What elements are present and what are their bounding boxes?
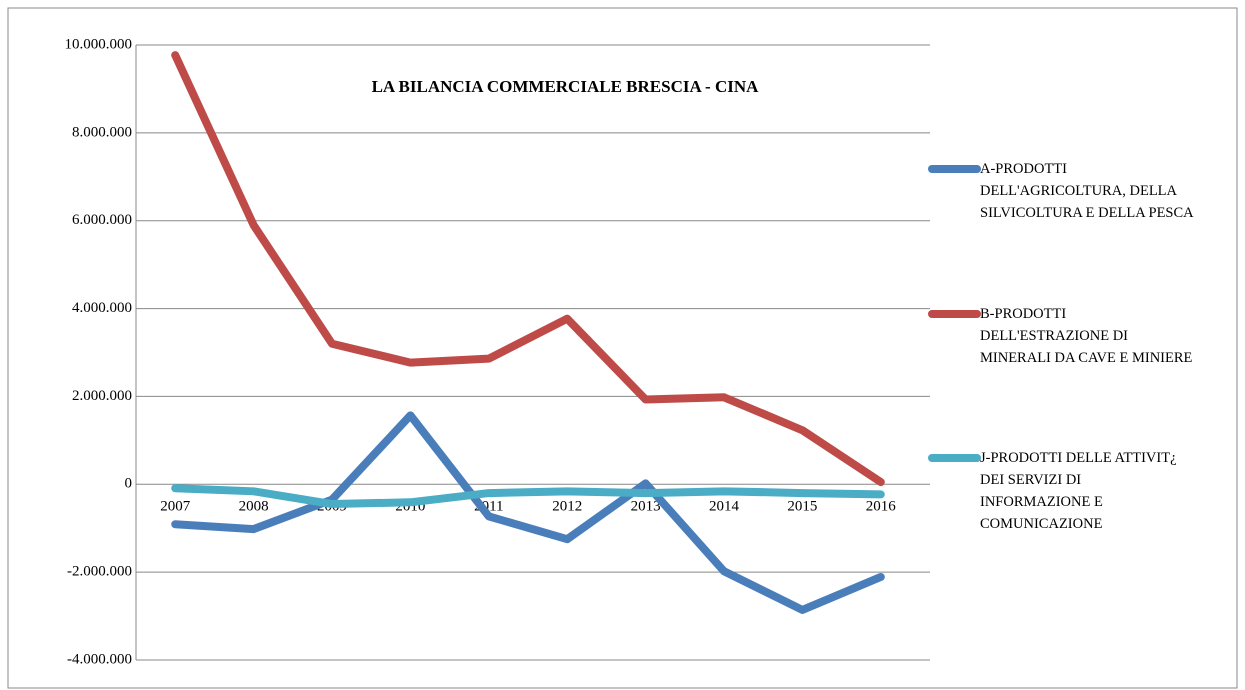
x-tick-label: 2014 [709,499,740,515]
y-tick-label: -4.000.000 [67,651,132,667]
legend-label: J-PRODOTTI DELLE ATTIVIT¿ DEI SERVIZI DI… [980,450,1177,532]
y-tick-label: 4.000.000 [72,300,132,316]
x-tick-label: 2007 [160,499,191,515]
x-tick-label: 2015 [787,499,817,515]
x-tick-label: 2013 [631,499,661,515]
y-tick-label: 8.000.000 [72,124,132,140]
y-tick-label: 10.000.000 [65,36,133,52]
x-tick-label: 2008 [239,499,269,515]
chart-title: LA BILANCIA COMMERCIALE BRESCIA - CINA [372,77,760,96]
y-tick-label: 6.000.000 [72,212,132,228]
x-tick-label: 2016 [866,499,897,515]
chart-border [7,7,1238,689]
series-line [171,411,885,614]
y-tick-label: -2.000.000 [67,564,132,580]
y-tick-label: 0 [125,476,133,492]
series-line [171,51,885,487]
x-tick-label: 2012 [552,499,582,515]
series-line [171,484,885,509]
legend-label: B-PRODOTTI DELL'ESTRAZIONE DI MINERALI D… [980,306,1193,366]
legend-label: A-PRODOTTI DELL'AGRICOLTURA, DELLA SILVI… [980,161,1194,221]
y-tick-label: 2.000.000 [72,388,132,404]
